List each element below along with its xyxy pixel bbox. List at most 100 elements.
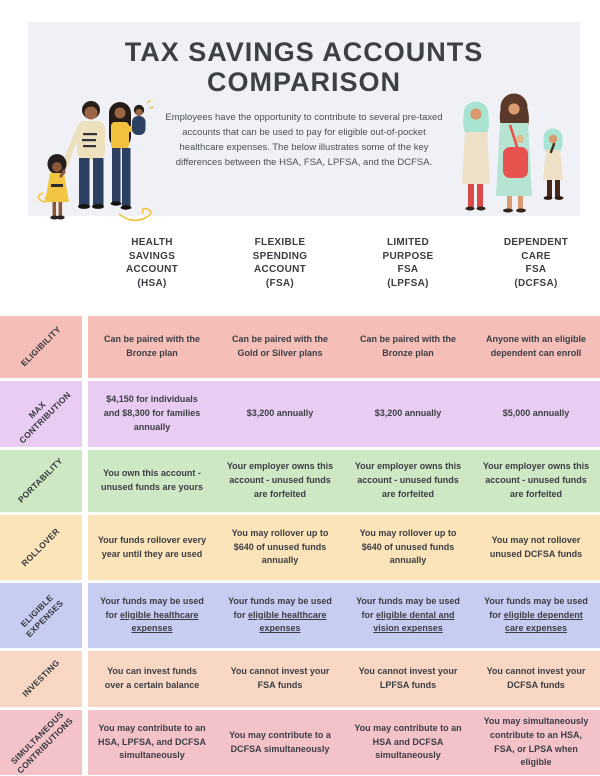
cell-text: Can be paired with the Bronze plan — [353, 333, 463, 361]
expense-link[interactable]: eligible dependent care expenses — [503, 609, 583, 634]
row-label-text: PORTABILITY — [16, 456, 66, 506]
cell-text-segment: $5,000 annually — [502, 408, 570, 419]
table-cell-eligibility-fsa: Can be paired with the Gold or Silver pl… — [216, 316, 344, 378]
cell-text: You may contribute to an HSA, LPFSA, and… — [97, 722, 207, 764]
table-cell-portability-hsa: You own this account - unused funds are … — [88, 450, 216, 512]
table-cell-portability-fsa: Your employer owns this account - unused… — [216, 450, 344, 512]
cell-text-segment: You may contribute to a DCFSA simultaneo… — [229, 729, 331, 754]
cell-text: Your funds rollover every year until the… — [97, 534, 207, 562]
cell-text: You cannot invest your LPFSA funds — [353, 665, 463, 693]
table-cell-rollover-dcfsa: You may not rollover unused DCFSA funds — [472, 515, 600, 580]
cell-text: You cannot invest your DCFSA funds — [481, 665, 591, 693]
cell-text-segment: Your funds may be used for — [356, 595, 460, 620]
expense-link[interactable]: eligible healthcare expenses — [119, 609, 199, 634]
cell-text: You may contribute to a DCFSA simultaneo… — [225, 729, 335, 757]
row-divider — [82, 381, 88, 447]
family-illustration — [33, 96, 163, 240]
cell-text-segment: You may rollover up to $640 of unused fu… — [231, 527, 329, 566]
cell-text: Can be paired with the Gold or Silver pl… — [225, 333, 335, 361]
cell-text: You may rollover up to $640 of unused fu… — [225, 527, 335, 569]
cell-text: $3,200 annually — [375, 407, 442, 421]
cell-text-segment: You cannot invest your LPFSA funds — [358, 666, 458, 690]
row-cells-investing: You can invest funds over a certain bala… — [88, 651, 600, 707]
cell-text-segment: Your funds rollover every year until the… — [97, 534, 207, 559]
cell-text: Your funds may be used for eligible depe… — [481, 595, 591, 637]
cell-text: Your funds may be used for eligible heal… — [97, 595, 207, 637]
table-cell-max-contribution-lpfsa: $3,200 annually — [344, 381, 472, 447]
cell-text-segment: You own this account - unused funds are … — [100, 468, 204, 492]
table-cell-investing-hsa: You can invest funds over a certain bala… — [88, 651, 216, 707]
page-title: TAX SAVINGS ACCOUNTS COMPARISON — [124, 37, 484, 98]
cell-text-segment: $4,150 for individuals and $8,300 for fa… — [103, 394, 201, 432]
row-label-eligibility: ELIGIBILITY — [0, 316, 82, 378]
family-illustration-svg — [37, 96, 155, 222]
cell-text-segment: Can be paired with the Gold or Silver pl… — [231, 334, 328, 358]
row-cells-eligible-expenses: Your funds may be used for eligible heal… — [88, 583, 600, 648]
expense-link[interactable]: eligible dental and vision expenses — [373, 609, 455, 634]
row-cells-max-contribution: $4,150 for individuals and $8,300 for fa… — [88, 381, 600, 447]
table-row-max-contribution: MAX CONTRIBUTION $4,150 for individuals an… — [0, 381, 600, 447]
row-label-eligible-expenses: ELIGIBLE EXPENSES — [0, 583, 82, 648]
table-cell-max-contribution-dcfsa: $5,000 annually — [472, 381, 600, 447]
table-cell-eligibility-lpfsa: Can be paired with the Bronze plan — [344, 316, 472, 378]
cell-text: Your employer owns this account - unused… — [225, 460, 335, 502]
cell-text: You cannot invest your FSA funds — [225, 665, 335, 693]
row-cells-simultaneous-contributions: You may contribute to an HSA, LPFSA, and… — [88, 710, 600, 775]
table-cell-rollover-fsa: You may rollover up to $640 of unused fu… — [216, 515, 344, 580]
row-label-rollover: ROLLOVER — [0, 515, 82, 580]
row-divider — [82, 316, 88, 378]
cell-text-segment: You may contribute to an HSA and DCFSA s… — [354, 722, 462, 761]
table-cell-simultaneous-contributions-dcfsa: You may simultaneously contribute to an … — [472, 710, 600, 775]
cell-text-segment: You can invest funds over a certain bala… — [104, 666, 200, 690]
cell-text-segment: You may not rollover unused DCFSA funds — [489, 534, 583, 559]
table-cell-max-contribution-hsa: $4,150 for individuals and $8,300 for fa… — [88, 381, 216, 447]
cell-text: You can invest funds over a certain bala… — [97, 665, 207, 693]
row-divider — [82, 710, 88, 775]
table-cell-investing-fsa: You cannot invest your FSA funds — [216, 651, 344, 707]
cell-text-segment: Anyone with an eligible dependent can en… — [485, 334, 586, 358]
cell-text: Anyone with an eligible dependent can en… — [481, 333, 591, 361]
cell-text: $4,150 for individuals and $8,300 for fa… — [97, 393, 207, 435]
table-cell-eligibility-dcfsa: Anyone with an eligible dependent can en… — [472, 316, 600, 378]
table-cell-rollover-lpfsa: You may rollover up to $640 of unused fu… — [344, 515, 472, 580]
table-cell-simultaneous-contributions-lpfsa: You may contribute to an HSA and DCFSA s… — [344, 710, 472, 775]
row-label-investing: INVESTING — [0, 651, 82, 707]
table-cell-eligible-expenses-lpfsa: Your funds may be used for eligible dent… — [344, 583, 472, 648]
table-body: ELIGIBILITY Can be paired with the Bronze… — [0, 316, 600, 776]
column-header-hsa: HEALTH SAVINGS ACCOUNT (HSA) — [125, 237, 179, 289]
row-divider — [82, 651, 88, 707]
row-label-text: SIMULTANEOUS CONTRIBUTIONS — [8, 709, 75, 776]
table-row-rollover: ROLLOVER Your funds rollover every year u… — [0, 515, 600, 580]
cell-text-segment: $3,200 annually — [374, 408, 442, 419]
column-headers: HEALTH SAVINGS ACCOUNT (HSA) FLEXIBLE SP… — [88, 236, 600, 290]
cell-text-segment: Your funds may be used for — [100, 595, 204, 620]
cell-text: You may simultaneously contribute to an … — [481, 715, 591, 771]
cell-text-segment: You may rollover up to $640 of unused fu… — [359, 527, 457, 566]
column-header-lpfsa: LIMITED PURPOSE FSA (LPFSA) — [382, 237, 434, 289]
cell-text: Your funds may be used for eligible dent… — [353, 595, 463, 637]
header-panel: TAX SAVINGS ACCOUNTS COMPARISON Employee… — [28, 22, 580, 222]
table-cell-portability-dcfsa: Your employer owns this account - unused… — [472, 450, 600, 512]
expense-link[interactable]: eligible healthcare expenses — [247, 609, 327, 634]
row-divider — [82, 450, 88, 512]
table-cell-simultaneous-contributions-fsa: You may contribute to a DCFSA simultaneo… — [216, 710, 344, 775]
cell-text-segment: You may simultaneously contribute to an … — [483, 715, 589, 768]
row-cells-rollover: Your funds rollover every year until the… — [88, 515, 600, 580]
cell-text: Your employer owns this account - unused… — [353, 460, 463, 502]
cell-text: Can be paired with the Bronze plan — [97, 333, 207, 361]
cell-text: You may not rollover unused DCFSA funds — [481, 534, 591, 562]
row-label-text: ELIGIBILITY — [18, 324, 63, 369]
cell-text: $3,200 annually — [247, 407, 314, 421]
hijab-women-illustration — [454, 92, 572, 223]
cell-text: You may rollover up to $640 of unused fu… — [353, 527, 463, 569]
row-divider — [82, 515, 88, 580]
table-row-eligibility: ELIGIBILITY Can be paired with the Bronze… — [0, 316, 600, 378]
cell-text-segment: Your employer owns this account - unused… — [354, 461, 462, 499]
row-label-simultaneous-contributions: SIMULTANEOUS CONTRIBUTIONS — [0, 709, 82, 776]
cell-text-segment: You may contribute to an HSA, LPFSA, and… — [97, 722, 206, 761]
row-label-text: INVESTING — [19, 657, 62, 700]
comparison-table: HEALTH SAVINGS ACCOUNT (HSA) FLEXIBLE SP… — [0, 236, 600, 776]
row-label-portability: PORTABILITY — [0, 450, 82, 512]
row-label-max-contribution: MAX CONTRIBUTION — [0, 381, 82, 447]
hijab-women-illustration-svg — [462, 93, 564, 213]
